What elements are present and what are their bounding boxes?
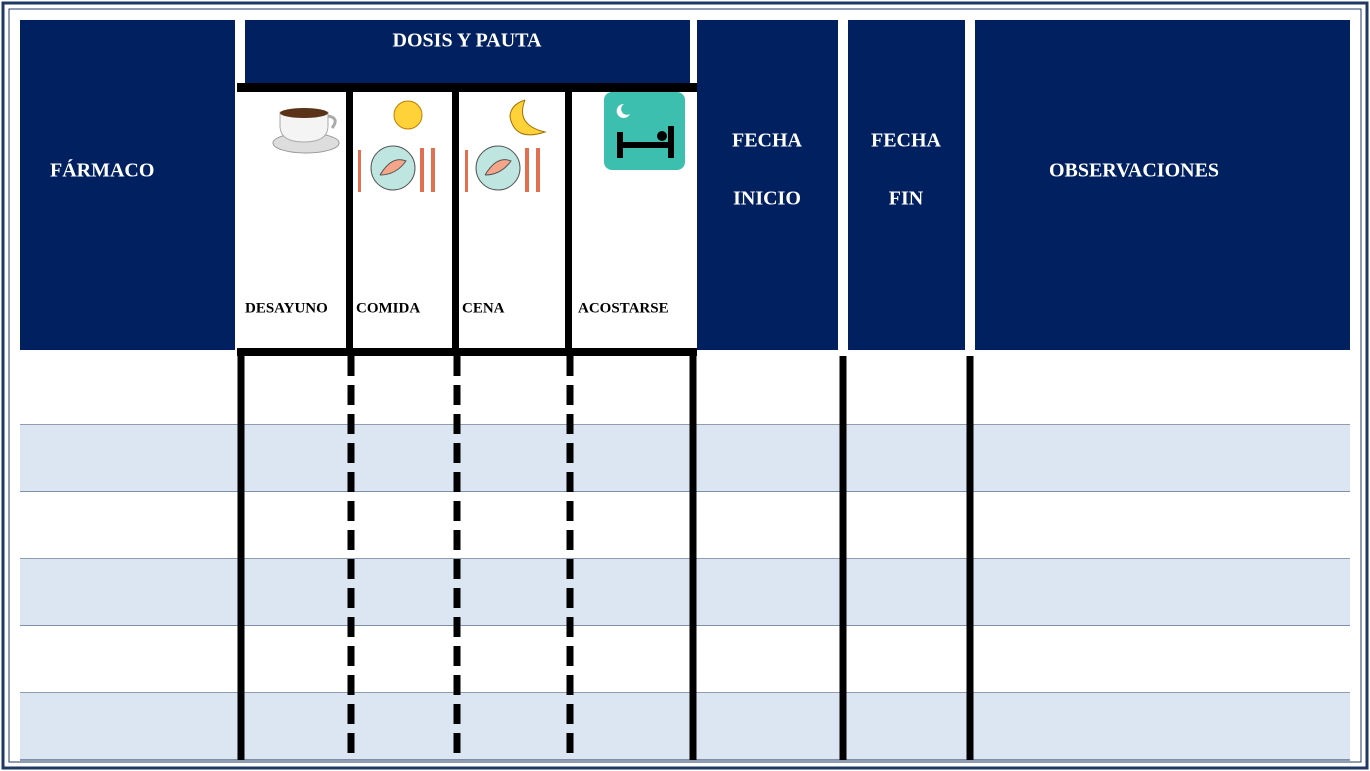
header-cell — [20, 20, 235, 350]
bed-icon — [604, 92, 685, 170]
body-rows — [20, 356, 1350, 761]
table-row — [20, 559, 1350, 626]
dinner-icon — [465, 99, 547, 192]
header-label: FECHA — [732, 130, 803, 152]
rule — [346, 92, 353, 350]
table-row — [20, 492, 1350, 559]
header-label: INICIO — [733, 188, 801, 210]
header-cell — [697, 20, 838, 350]
rule — [237, 348, 697, 356]
dose-time-label: COMIDA — [356, 300, 420, 316]
table-row — [20, 693, 1350, 760]
header-label: OBSERVACIONES — [1049, 160, 1219, 182]
header-cell — [975, 20, 1350, 350]
rule — [565, 92, 572, 350]
header-label: FIN — [889, 188, 924, 210]
header-label: DOSIS Y PAUTA — [393, 30, 542, 52]
dose-time-label: CENA — [462, 300, 505, 316]
header-label: FECHA — [871, 130, 942, 152]
rule — [237, 83, 697, 92]
table-row — [20, 626, 1350, 693]
dose-time-label: DESAYUNO — [245, 300, 328, 316]
rule — [452, 92, 459, 350]
header-cell — [245, 20, 690, 83]
table-row — [20, 356, 1350, 425]
dose-time-label: ACOSTARSE — [578, 300, 669, 316]
lunch-icon — [358, 100, 435, 192]
header-label: FÁRMACO — [50, 159, 154, 182]
coffee-icon — [272, 108, 340, 154]
table-row — [20, 425, 1350, 492]
header-cell — [848, 20, 965, 350]
inner-border — [8, 8, 1362, 763]
